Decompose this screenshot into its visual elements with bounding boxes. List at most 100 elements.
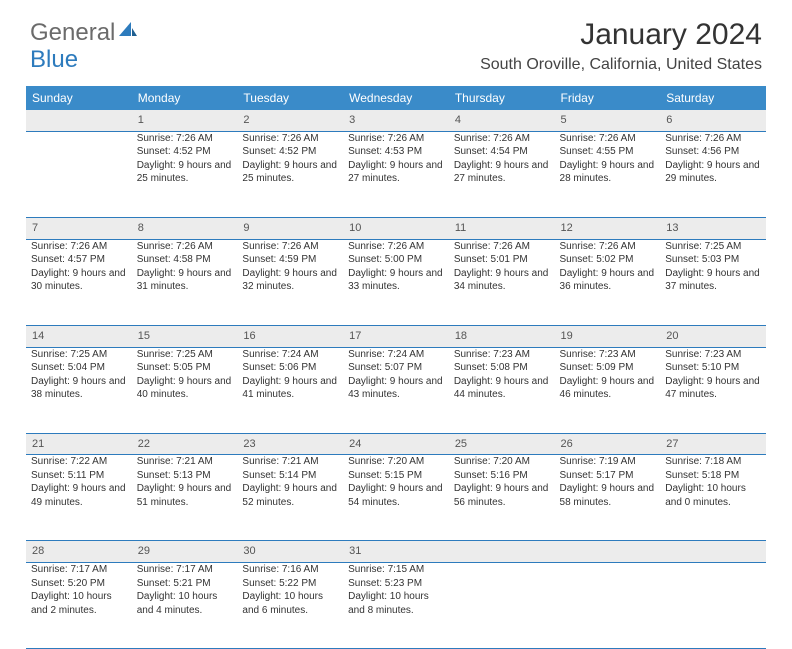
day-info-line: Sunset: 5:10 PM bbox=[665, 361, 761, 375]
day-info-line: Daylight: 9 hours and 34 minutes. bbox=[454, 267, 550, 294]
day-cell: Sunrise: 7:25 AMSunset: 5:04 PMDaylight:… bbox=[26, 347, 132, 433]
day-number: 8 bbox=[138, 222, 144, 234]
day-info-line: Sunset: 4:59 PM bbox=[242, 253, 338, 267]
day-info-line: Sunrise: 7:22 AM bbox=[31, 455, 127, 469]
day-cell: Sunrise: 7:20 AMSunset: 5:15 PMDaylight:… bbox=[343, 455, 449, 541]
day-number-cell: 7 bbox=[26, 217, 132, 239]
day-cell-content: Sunrise: 7:26 AMSunset: 4:56 PMDaylight:… bbox=[665, 132, 761, 186]
logo: General bbox=[30, 18, 141, 47]
day-number: 12 bbox=[561, 222, 573, 234]
day-info-line: Sunrise: 7:21 AM bbox=[137, 455, 233, 469]
day-number-cell: 17 bbox=[343, 325, 449, 347]
day-number: 21 bbox=[32, 438, 44, 450]
day-info-line: Sunset: 4:57 PM bbox=[31, 253, 127, 267]
day-number: 17 bbox=[349, 330, 361, 342]
day-info-line: Daylight: 9 hours and 52 minutes. bbox=[242, 482, 338, 509]
day-number-cell bbox=[449, 541, 555, 563]
day-cell: Sunrise: 7:26 AMSunset: 4:56 PMDaylight:… bbox=[660, 131, 766, 217]
day-cell-content: Sunrise: 7:24 AMSunset: 5:06 PMDaylight:… bbox=[242, 348, 338, 402]
daynum-row: 28 29 30 31 bbox=[26, 541, 766, 563]
day-info-line: Sunrise: 7:25 AM bbox=[31, 348, 127, 362]
day-cell-content: Sunrise: 7:17 AMSunset: 5:21 PMDaylight:… bbox=[137, 563, 233, 617]
day-info-line: Daylight: 10 hours and 6 minutes. bbox=[242, 590, 338, 617]
day-number-cell: 29 bbox=[132, 541, 238, 563]
day-cell-content: Sunrise: 7:18 AMSunset: 5:18 PMDaylight:… bbox=[665, 455, 761, 509]
day-number: 20 bbox=[666, 330, 678, 342]
day-info-line: Sunrise: 7:17 AM bbox=[137, 563, 233, 577]
day-cell-content: Sunrise: 7:25 AMSunset: 5:05 PMDaylight:… bbox=[137, 348, 233, 402]
calendar-table: Sunday Monday Tuesday Wednesday Thursday… bbox=[26, 86, 766, 649]
day-number-cell: 12 bbox=[555, 217, 661, 239]
day-cell: Sunrise: 7:26 AMSunset: 5:02 PMDaylight:… bbox=[555, 239, 661, 325]
day-info-line: Daylight: 9 hours and 30 minutes. bbox=[31, 267, 127, 294]
day-cell: Sunrise: 7:21 AMSunset: 5:14 PMDaylight:… bbox=[237, 455, 343, 541]
day-cell: Sunrise: 7:26 AMSunset: 4:57 PMDaylight:… bbox=[26, 239, 132, 325]
day-info-line: Daylight: 9 hours and 33 minutes. bbox=[348, 267, 444, 294]
day-number: 6 bbox=[666, 114, 672, 126]
day-cell: Sunrise: 7:26 AMSunset: 4:52 PMDaylight:… bbox=[237, 131, 343, 217]
day-number-cell: 10 bbox=[343, 217, 449, 239]
day-info-line: Sunset: 5:00 PM bbox=[348, 253, 444, 267]
daynum-row: 78910111213 bbox=[26, 217, 766, 239]
day-info-line: Sunrise: 7:20 AM bbox=[454, 455, 550, 469]
day-number-cell bbox=[660, 541, 766, 563]
day-cell-content: Sunrise: 7:25 AMSunset: 5:04 PMDaylight:… bbox=[31, 348, 127, 402]
day-number-cell: 22 bbox=[132, 433, 238, 455]
day-number: 11 bbox=[455, 222, 466, 234]
day-cell: Sunrise: 7:23 AMSunset: 5:10 PMDaylight:… bbox=[660, 347, 766, 433]
day-info-line: Sunrise: 7:18 AM bbox=[665, 455, 761, 469]
logo-text-general: General bbox=[30, 19, 115, 47]
day-info-line: Sunset: 4:52 PM bbox=[137, 145, 233, 159]
day-info-line: Daylight: 9 hours and 36 minutes. bbox=[560, 267, 656, 294]
day-cell-content: Sunrise: 7:20 AMSunset: 5:15 PMDaylight:… bbox=[348, 455, 444, 509]
day-info-line: Sunrise: 7:23 AM bbox=[560, 348, 656, 362]
logo-sail-icon bbox=[117, 18, 139, 47]
day-cell: Sunrise: 7:26 AMSunset: 5:00 PMDaylight:… bbox=[343, 239, 449, 325]
day-number-cell: 23 bbox=[237, 433, 343, 455]
day-cell-content: Sunrise: 7:24 AMSunset: 5:07 PMDaylight:… bbox=[348, 348, 444, 402]
day-info-line: Daylight: 9 hours and 31 minutes. bbox=[137, 267, 233, 294]
day-info-line: Sunrise: 7:26 AM bbox=[454, 132, 550, 146]
day-number-cell: 30 bbox=[237, 541, 343, 563]
day-number-cell: 31 bbox=[343, 541, 449, 563]
weekday-header: Tuesday bbox=[237, 86, 343, 110]
day-cell-content: Sunrise: 7:16 AMSunset: 5:22 PMDaylight:… bbox=[242, 563, 338, 617]
day-cell: Sunrise: 7:19 AMSunset: 5:17 PMDaylight:… bbox=[555, 455, 661, 541]
day-info-line: Sunset: 5:11 PM bbox=[31, 469, 127, 483]
day-number: 29 bbox=[138, 545, 150, 557]
day-number-cell: 5 bbox=[555, 110, 661, 131]
day-number: 31 bbox=[349, 545, 361, 557]
day-info-line: Sunset: 5:01 PM bbox=[454, 253, 550, 267]
day-info-line: Sunset: 4:54 PM bbox=[454, 145, 550, 159]
day-number: 5 bbox=[561, 114, 567, 126]
day-cell bbox=[449, 563, 555, 649]
day-info-line: Sunset: 5:17 PM bbox=[560, 469, 656, 483]
day-info-line: Sunset: 5:02 PM bbox=[560, 253, 656, 267]
week-content-row: Sunrise: 7:25 AMSunset: 5:04 PMDaylight:… bbox=[26, 347, 766, 433]
day-number: 19 bbox=[561, 330, 573, 342]
logo-text-blue-wrap: Blue bbox=[30, 46, 78, 74]
day-info-line: Daylight: 10 hours and 0 minutes. bbox=[665, 482, 761, 509]
day-info-line: Daylight: 9 hours and 58 minutes. bbox=[560, 482, 656, 509]
day-info-line: Daylight: 9 hours and 25 minutes. bbox=[242, 159, 338, 186]
day-number: 23 bbox=[243, 438, 255, 450]
day-number-cell: 8 bbox=[132, 217, 238, 239]
day-cell-content: Sunrise: 7:26 AMSunset: 4:55 PMDaylight:… bbox=[560, 132, 656, 186]
day-info-line: Sunrise: 7:25 AM bbox=[665, 240, 761, 254]
day-info-line: Sunrise: 7:26 AM bbox=[454, 240, 550, 254]
day-number-cell: 27 bbox=[660, 433, 766, 455]
day-number: 14 bbox=[32, 330, 44, 342]
day-number: 28 bbox=[32, 545, 44, 557]
day-info-line: Sunset: 4:55 PM bbox=[560, 145, 656, 159]
day-info-line: Daylight: 9 hours and 28 minutes. bbox=[560, 159, 656, 186]
day-info-line: Sunrise: 7:19 AM bbox=[560, 455, 656, 469]
day-cell-content: Sunrise: 7:15 AMSunset: 5:23 PMDaylight:… bbox=[348, 563, 444, 617]
day-number: 10 bbox=[349, 222, 361, 234]
day-number: 22 bbox=[138, 438, 150, 450]
day-info-line: Daylight: 9 hours and 38 minutes. bbox=[31, 375, 127, 402]
day-info-line: Sunrise: 7:23 AM bbox=[665, 348, 761, 362]
day-number-cell: 4 bbox=[449, 110, 555, 131]
day-cell: Sunrise: 7:26 AMSunset: 4:53 PMDaylight:… bbox=[343, 131, 449, 217]
day-info-line: Daylight: 10 hours and 4 minutes. bbox=[137, 590, 233, 617]
day-cell-content: Sunrise: 7:23 AMSunset: 5:09 PMDaylight:… bbox=[560, 348, 656, 402]
